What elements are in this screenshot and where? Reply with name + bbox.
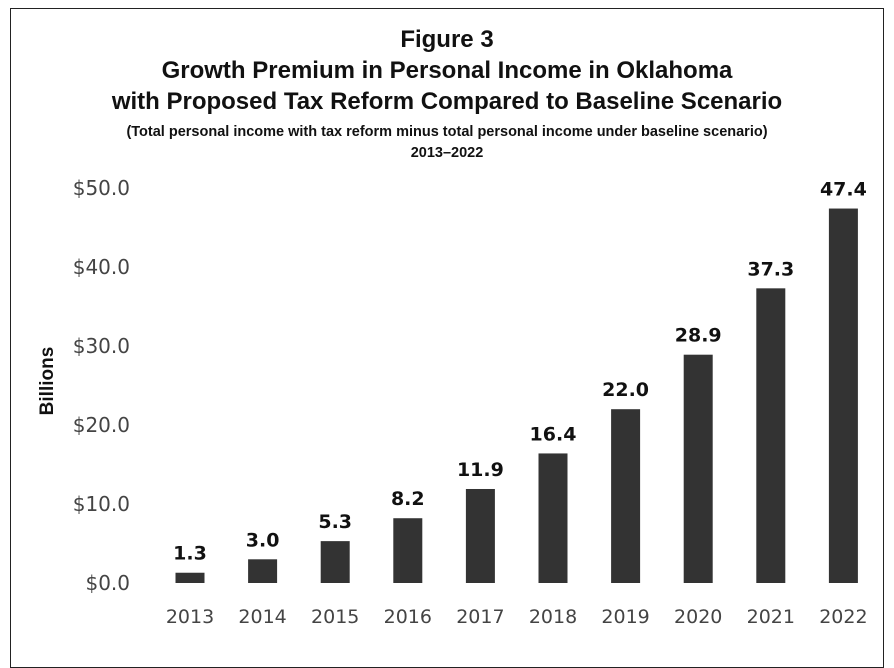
y-axis-ticks: $0.0 $10.0 $20.0 $30.0 $40.0 $50.0 — [73, 176, 130, 595]
bar — [465, 488, 495, 583]
data-label: 3.0 — [246, 529, 280, 551]
data-label: 47.4 — [820, 179, 867, 201]
y-tick-label: $20.0 — [73, 413, 130, 437]
x-tick-label: 2019 — [601, 606, 649, 628]
data-label: 16.4 — [530, 423, 577, 445]
x-tick-label: 2015 — [311, 606, 359, 628]
y-tick-label: $10.0 — [73, 492, 130, 516]
x-axis-ticks: 2013 2014 2015 2016 2017 2018 2019 2020 2021 2022 — [166, 606, 868, 628]
chart-title-line-3: with Proposed Tax Reform Compared to Bas… — [111, 88, 783, 115]
y-tick-label: $30.0 — [73, 334, 130, 358]
bar — [393, 518, 423, 583]
x-tick-label: 2013 — [166, 606, 214, 628]
bar — [756, 288, 786, 583]
x-tick-label: 2014 — [238, 606, 286, 628]
bar — [248, 559, 278, 583]
y-tick-label: $40.0 — [73, 255, 130, 279]
bars — [175, 208, 858, 584]
chart-date-range: 2013–2022 — [410, 145, 484, 161]
bar-chart: $0.0 $10.0 $20.0 $30.0 $40.0 $50.0 1.3 3.0 5.3 8… — [37, 176, 868, 628]
chart-title-line-2: Growth Premium in Personal Income in Okl… — [161, 57, 733, 84]
data-label: 11.9 — [457, 459, 504, 481]
data-label: 28.9 — [675, 325, 722, 347]
x-tick-label: 2021 — [747, 606, 795, 628]
y-tick-label: $0.0 — [85, 571, 130, 595]
bar — [320, 541, 350, 583]
y-axis-label: Billions — [37, 347, 58, 416]
x-tick-label: 2018 — [529, 606, 577, 628]
x-tick-label: 2020 — [674, 606, 722, 628]
x-tick-label: 2022 — [819, 606, 867, 628]
data-label: 5.3 — [318, 511, 352, 533]
x-tick-label: 2017 — [456, 606, 504, 628]
chart-title: Figure 3 — [400, 26, 494, 53]
data-label: 8.2 — [391, 488, 425, 510]
data-labels: 1.3 3.0 5.3 8.2 11.9 16.4 22.0 28.9 37.3 47.4 — [173, 179, 867, 565]
data-label: 37.3 — [747, 258, 794, 280]
bar — [611, 409, 641, 583]
bar — [828, 208, 858, 584]
y-tick-label: $50.0 — [73, 176, 130, 200]
bar — [538, 453, 568, 583]
bar — [683, 354, 713, 583]
bar — [175, 572, 205, 583]
x-tick-label: 2016 — [384, 606, 432, 628]
data-label: 1.3 — [173, 543, 207, 565]
data-label: 22.0 — [602, 379, 649, 401]
chart-subtitle: (Total personal income with tax reform m… — [126, 124, 768, 140]
